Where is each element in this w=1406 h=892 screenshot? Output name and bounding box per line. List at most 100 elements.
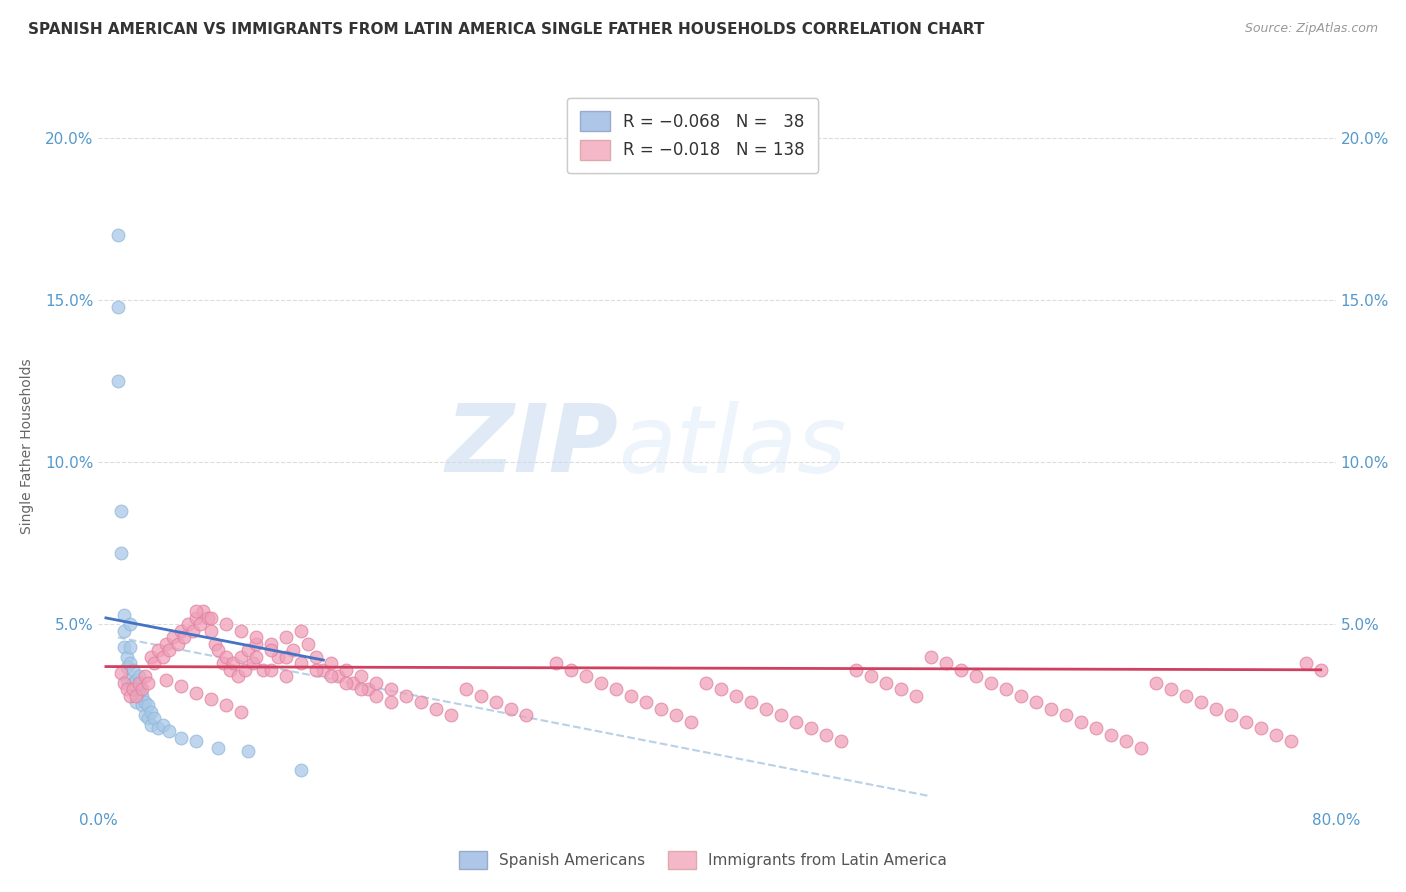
Point [357, 682, 380, 697]
Point [1189, 695, 1212, 709]
Point [319, 669, 342, 683]
Point [454, 682, 477, 697]
Point [589, 675, 612, 690]
Point [245, 637, 267, 651]
Point [319, 657, 342, 671]
Point [222, 657, 245, 671]
Point [125, 682, 148, 697]
Point [136, 675, 159, 690]
Point [122, 663, 145, 677]
Point [328, 669, 350, 683]
Point [184, 611, 207, 625]
Point [350, 682, 373, 697]
Text: SPANISH AMERICAN VS IMMIGRANTS FROM LATIN AMERICA SINGLE FATHER HOUSEHOLDS CORRE: SPANISH AMERICAN VS IMMIGRANTS FROM LATI… [28, 22, 984, 37]
Point [665, 708, 688, 723]
Point [710, 682, 733, 697]
Point [859, 669, 882, 683]
Point [173, 631, 195, 645]
Point [181, 624, 204, 638]
Text: 80.0%: 80.0% [1312, 814, 1360, 828]
Text: 0.0%: 0.0% [79, 814, 118, 828]
Point [245, 649, 267, 664]
Point [207, 643, 229, 657]
Point [290, 764, 312, 778]
Point [125, 695, 148, 709]
Point [148, 643, 170, 657]
Y-axis label: Single Father Households: Single Father Households [20, 359, 34, 533]
Point [1234, 714, 1257, 729]
Point [830, 734, 852, 748]
Point [1025, 695, 1047, 709]
Point [755, 702, 778, 716]
Point [949, 663, 972, 677]
Point [965, 669, 987, 683]
Point [142, 711, 165, 725]
Point [128, 682, 150, 697]
Text: Source: ZipAtlas.com: Source: ZipAtlas.com [1244, 22, 1378, 36]
Point [290, 657, 312, 671]
Point [312, 663, 335, 677]
Point [131, 689, 153, 703]
Point [650, 702, 672, 716]
Point [190, 617, 212, 632]
Point [342, 675, 364, 690]
Point [499, 702, 522, 716]
Point [118, 657, 141, 671]
Point [112, 624, 135, 638]
Point [152, 718, 174, 732]
Point [136, 711, 159, 725]
Point [274, 669, 297, 683]
Point [440, 708, 463, 723]
Point [200, 624, 222, 638]
Point [409, 695, 432, 709]
Point [110, 504, 132, 518]
Legend: R = −0.068   N =   38, R = −0.018   N = 138: R = −0.068 N = 38, R = −0.018 N = 138 [567, 97, 818, 173]
Point [260, 643, 283, 657]
Point [575, 669, 598, 683]
Point [107, 374, 129, 388]
Point [1115, 734, 1137, 748]
Point [1039, 702, 1062, 716]
Point [1084, 721, 1107, 735]
Point [125, 689, 148, 703]
Point [605, 682, 627, 697]
Point [1010, 689, 1032, 703]
Point [139, 705, 162, 719]
Point [1295, 657, 1317, 671]
Point [170, 731, 193, 745]
Point [131, 682, 153, 697]
Point [297, 637, 319, 651]
Point [470, 689, 492, 703]
Point [118, 689, 141, 703]
Point [122, 682, 145, 697]
Point [242, 657, 264, 671]
Point [769, 708, 792, 723]
Point [235, 663, 257, 677]
Point [139, 718, 162, 732]
Point [167, 637, 190, 651]
Point [115, 649, 138, 664]
Point [170, 679, 193, 693]
Point [139, 649, 162, 664]
Point [980, 675, 1002, 690]
Text: ZIP: ZIP [446, 400, 619, 492]
Point [215, 698, 238, 713]
Point [283, 643, 305, 657]
Point [1279, 734, 1302, 748]
Point [425, 702, 447, 716]
Point [544, 657, 567, 671]
Point [229, 705, 252, 719]
Point [112, 675, 135, 690]
Point [515, 708, 537, 723]
Point [364, 689, 387, 703]
Point [679, 714, 702, 729]
Point [560, 663, 582, 677]
Point [1205, 702, 1227, 716]
Point [935, 657, 957, 671]
Point [170, 624, 193, 638]
Point [1070, 714, 1092, 729]
Point [695, 675, 717, 690]
Point [118, 617, 141, 632]
Point [207, 740, 229, 755]
Point [184, 685, 207, 699]
